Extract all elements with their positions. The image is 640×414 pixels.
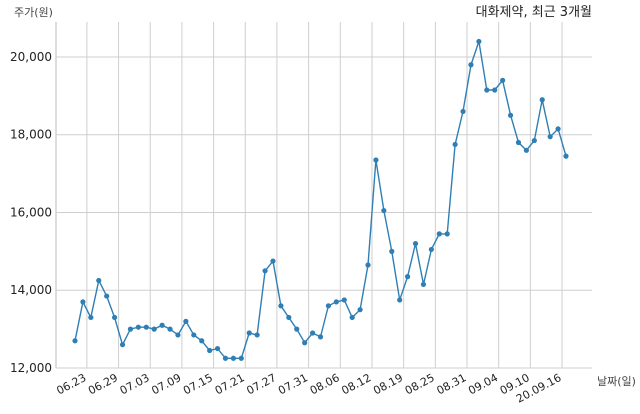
x-tick-label: 07.31	[276, 371, 310, 397]
data-point	[254, 332, 260, 338]
data-point	[484, 87, 490, 93]
data-point	[167, 326, 173, 332]
y-tick-label: 12,000	[10, 361, 52, 375]
data-point	[214, 345, 221, 352]
data-point	[412, 240, 419, 247]
data-point	[341, 297, 347, 303]
data-point	[460, 108, 466, 115]
data-point	[175, 332, 181, 338]
x-tick-label: 07.21	[213, 371, 247, 397]
data-point	[143, 324, 149, 330]
data-point	[555, 126, 561, 132]
x-tick-label: 07.03	[118, 371, 152, 397]
data-point	[88, 314, 94, 321]
data-point	[96, 277, 102, 284]
data-point	[104, 293, 110, 299]
data-point	[397, 297, 403, 303]
y-axis-label: 주가(원)	[14, 6, 53, 19]
data-point	[199, 338, 205, 344]
data-point	[349, 314, 355, 321]
data-point	[563, 153, 569, 159]
data-point	[238, 355, 244, 361]
y-tick-label: 16,000	[10, 205, 52, 219]
x-tick-label: 08.06	[308, 371, 342, 397]
data-point	[436, 231, 442, 237]
data-point	[151, 326, 157, 332]
data-point	[444, 231, 450, 237]
data-point	[468, 62, 474, 68]
data-point	[317, 334, 324, 340]
x-tick-label: 08.19	[371, 371, 405, 397]
x-axis-label: 날짜(일)	[597, 374, 636, 388]
data-point	[325, 303, 332, 309]
data-point	[539, 97, 545, 103]
data-point	[222, 355, 229, 361]
x-tick-label: 09.04	[466, 371, 500, 397]
x-tick-label: 07.15	[181, 371, 215, 397]
x-tick-label: 06.23	[54, 371, 88, 397]
x-tick-label: 07.27	[244, 371, 278, 397]
price-points	[72, 38, 569, 361]
data-point	[476, 38, 482, 45]
data-point	[405, 274, 411, 280]
grid-lines	[55, 22, 592, 369]
y-tick-label: 20,000	[10, 50, 52, 64]
data-point	[246, 330, 252, 336]
data-point	[365, 262, 371, 268]
data-point	[80, 299, 86, 305]
data-point	[333, 299, 339, 305]
price-series-line	[74, 41, 567, 359]
data-point	[183, 318, 189, 324]
x-tick-label: 08.25	[403, 371, 437, 397]
data-point	[515, 139, 522, 146]
data-point	[230, 355, 236, 361]
data-point	[127, 326, 134, 332]
x-axis-ticks: 06.2306.2907.0307.0907.1507.2107.2707.31…	[54, 371, 563, 405]
data-point	[159, 322, 165, 328]
data-point	[357, 307, 363, 313]
data-point	[452, 141, 458, 148]
data-point	[302, 340, 308, 346]
data-point	[207, 347, 213, 354]
data-point	[270, 258, 276, 264]
data-point	[135, 324, 141, 330]
data-point	[119, 342, 126, 348]
data-point	[547, 134, 553, 140]
data-point	[492, 87, 498, 93]
data-point	[286, 314, 292, 321]
data-point	[420, 281, 427, 288]
x-tick-label: 07.09	[149, 371, 183, 397]
y-tick-label: 14,000	[10, 283, 52, 297]
y-tick-label: 18,000	[10, 128, 52, 142]
data-point	[294, 326, 300, 332]
y-axis-ticks: 12,000 14,000 16,000 18,000 20,000	[10, 50, 52, 375]
chart-title: 대화제약, 최근 3개월	[476, 5, 592, 20]
data-point	[531, 137, 537, 144]
data-point	[373, 157, 379, 163]
data-point	[523, 147, 530, 153]
data-point	[262, 268, 268, 274]
x-tick-label: 06.29	[86, 371, 120, 397]
data-point	[428, 246, 434, 253]
data-point	[507, 112, 514, 118]
data-point	[309, 330, 316, 336]
x-tick-label: 08.12	[339, 371, 373, 397]
x-tick-label: 08.31	[435, 371, 469, 397]
data-point	[381, 207, 387, 214]
data-point	[72, 338, 78, 344]
data-point	[111, 314, 118, 321]
data-point	[191, 332, 197, 338]
data-point	[278, 303, 284, 309]
data-point	[389, 248, 395, 254]
data-point	[500, 77, 506, 83]
